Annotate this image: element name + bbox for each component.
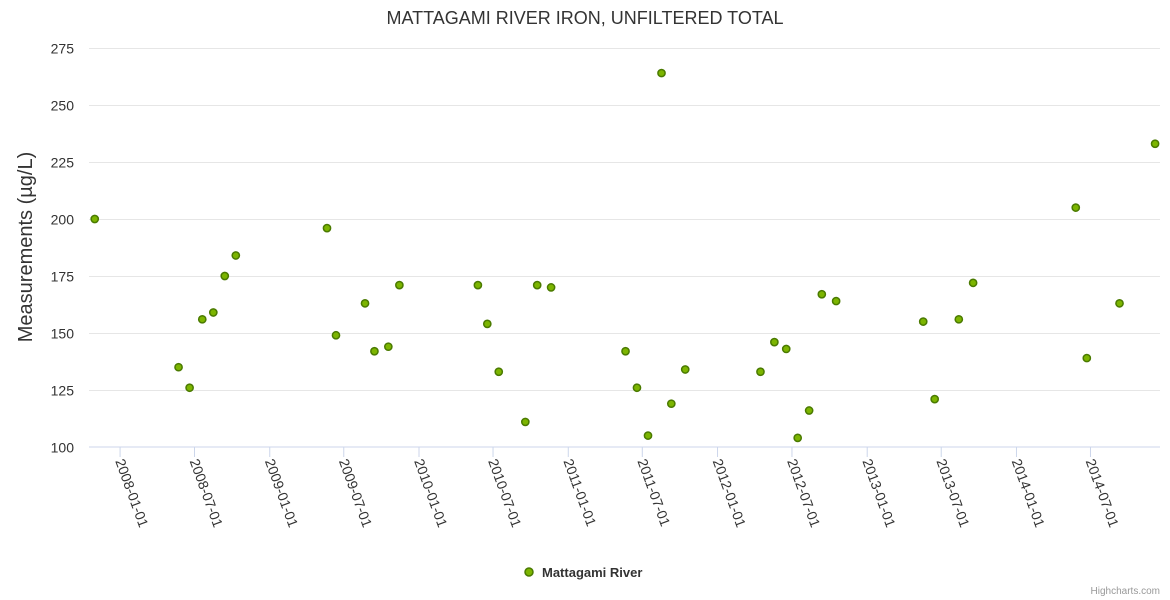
x-axis-ticks: 2008-01-01 2008-07-01 2009-01-01 2009-07-01… <box>112 447 1122 530</box>
x-tick-label: 2010-01-01 <box>411 457 451 530</box>
data-point[interactable] <box>1150 139 1160 149</box>
data-point[interactable] <box>930 394 940 404</box>
data-point[interactable] <box>666 399 676 409</box>
data-point[interactable] <box>680 365 690 374</box>
x-tick-label: 2014-01-01 <box>1009 457 1049 530</box>
x-tick-label: 2009-07-01 <box>336 457 376 530</box>
y-tick-label: 100 <box>51 440 75 456</box>
y-tick-label: 200 <box>51 212 75 228</box>
data-point[interactable] <box>804 406 814 415</box>
data-point[interactable] <box>632 383 642 393</box>
legend-marker-icon[interactable] <box>524 567 534 577</box>
y-tick-label: 275 <box>51 41 75 57</box>
data-point[interactable] <box>322 223 332 233</box>
data-point[interactable] <box>231 251 241 260</box>
x-tick-label: 2011-07-01 <box>634 457 673 529</box>
data-point[interactable] <box>793 433 803 443</box>
data-point[interactable] <box>185 383 194 393</box>
data-point[interactable] <box>781 344 791 354</box>
data-point[interactable] <box>621 346 630 356</box>
data-point[interactable] <box>918 317 928 326</box>
x-tick-label: 2014-07-01 <box>1083 457 1123 530</box>
x-tick-label: 2012-01-01 <box>710 457 750 530</box>
data-point[interactable] <box>360 299 370 308</box>
x-tick-label: 2008-01-01 <box>112 457 152 530</box>
data-point[interactable] <box>546 283 556 292</box>
data-point[interactable] <box>482 319 492 329</box>
data-point[interactable] <box>174 362 183 372</box>
series-mattagami-river[interactable] <box>90 68 1160 443</box>
data-point[interactable] <box>756 367 765 377</box>
data-point[interactable] <box>220 271 230 281</box>
x-tick-label: 2009-01-01 <box>262 457 302 530</box>
y-tick-label: 125 <box>51 383 75 399</box>
data-point[interactable] <box>520 417 530 427</box>
data-point[interactable] <box>657 68 666 78</box>
x-tick-label: 2012-07-01 <box>784 457 824 530</box>
data-point[interactable] <box>1071 203 1081 212</box>
data-point[interactable] <box>473 280 483 290</box>
data-point[interactable] <box>494 367 504 377</box>
data-point[interactable] <box>954 314 964 324</box>
legend-item-mattagami-river[interactable]: Mattagami River <box>542 565 642 580</box>
data-point[interactable] <box>831 296 841 306</box>
y-tick-label: 175 <box>51 269 75 285</box>
x-tick-label: 2010-07-01 <box>485 457 525 530</box>
credits-link[interactable]: Highcharts.com <box>1091 586 1160 597</box>
data-point[interactable] <box>968 278 978 288</box>
data-point[interactable] <box>383 342 393 352</box>
legend[interactable]: Mattagami River <box>524 565 642 580</box>
data-point[interactable] <box>208 308 218 317</box>
data-point[interactable] <box>532 280 542 290</box>
data-point[interactable] <box>331 330 341 340</box>
data-point[interactable] <box>770 337 779 347</box>
data-point[interactable] <box>395 280 404 290</box>
chart-title: MATTAGAMI RIVER IRON, UNFILTERED TOTAL <box>386 8 783 28</box>
y-tick-label: 250 <box>51 98 75 114</box>
y-axis-tick-labels: 100 125 150 175 200 225 250 275 <box>51 41 75 456</box>
gridlines <box>89 48 1160 391</box>
y-tick-label: 225 <box>51 155 75 171</box>
y-tick-label: 150 <box>51 326 75 342</box>
data-point[interactable] <box>1115 299 1124 308</box>
data-point[interactable] <box>197 314 207 324</box>
x-tick-label: 2013-07-01 <box>933 457 973 530</box>
data-point[interactable] <box>1082 353 1092 363</box>
data-point[interactable] <box>817 289 827 299</box>
x-tick-label: 2013-01-01 <box>859 457 899 530</box>
x-tick-label: 2011-01-01 <box>560 457 599 529</box>
y-axis-label: Measurements (µg/L) <box>15 152 37 342</box>
x-tick-label: 2008-07-01 <box>187 457 227 530</box>
data-point[interactable] <box>643 431 653 440</box>
data-point[interactable] <box>90 214 100 224</box>
data-point[interactable] <box>370 346 379 356</box>
